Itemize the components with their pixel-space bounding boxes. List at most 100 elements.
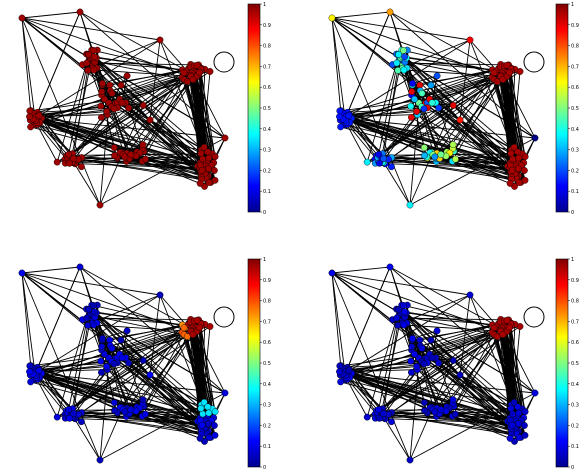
edge — [214, 137, 226, 157]
colorbar-tick-label: 0.4 — [571, 127, 579, 133]
colorbar-tick-label: 0 — [263, 465, 266, 470]
edge — [345, 72, 504, 120]
node — [466, 36, 474, 44]
node — [376, 414, 383, 422]
edge — [331, 17, 536, 139]
node — [515, 179, 523, 186]
edge — [68, 325, 195, 410]
colorbar-tick-label: 1 — [571, 257, 574, 263]
node — [400, 302, 407, 309]
edge — [343, 117, 536, 139]
node — [195, 69, 203, 76]
node — [515, 434, 523, 441]
edge — [117, 102, 209, 153]
node — [428, 354, 436, 362]
edge — [331, 17, 347, 125]
edge — [93, 60, 185, 81]
node — [189, 76, 197, 83]
node — [189, 331, 197, 338]
edge — [378, 325, 505, 410]
node — [456, 371, 464, 379]
node — [437, 151, 445, 158]
edge — [344, 120, 383, 155]
edge — [524, 137, 536, 157]
node — [221, 134, 229, 142]
node — [406, 201, 414, 209]
node — [139, 141, 147, 149]
node — [91, 53, 99, 61]
node — [65, 406, 73, 413]
colorbar-tick-label: 0.8 — [263, 44, 271, 50]
edge — [21, 272, 226, 394]
node — [53, 413, 61, 421]
edges — [21, 266, 226, 461]
node — [205, 179, 213, 186]
node — [118, 99, 126, 107]
edge — [21, 17, 37, 125]
edge — [72, 413, 207, 434]
node — [408, 369, 415, 376]
node — [421, 152, 428, 159]
node — [394, 67, 402, 74]
colorbar-tick-label: 0 — [571, 210, 574, 216]
edge — [149, 374, 203, 415]
colorbar-tick-label: 0.6 — [571, 340, 579, 346]
node — [514, 420, 522, 428]
graph-panel-1 — [18, 8, 235, 209]
node — [408, 114, 415, 121]
edge — [374, 107, 439, 160]
node — [141, 155, 149, 163]
node — [466, 291, 474, 299]
edge — [401, 313, 428, 413]
edge — [68, 70, 195, 155]
edge — [35, 72, 194, 120]
edge — [21, 17, 161, 41]
colorbar-tick-label: 0.8 — [571, 44, 579, 50]
colorbar-tick-label: 0.4 — [263, 382, 271, 388]
node — [420, 399, 428, 407]
node — [156, 291, 164, 299]
node — [427, 81, 435, 89]
edge — [196, 76, 199, 167]
node — [336, 368, 343, 376]
edge — [343, 372, 435, 413]
node — [221, 389, 229, 397]
node — [393, 59, 401, 67]
colorbar-tick-label: 0.5 — [571, 361, 579, 367]
edge — [72, 158, 207, 179]
node — [193, 61, 201, 69]
colorbar-tick-label: 0.6 — [571, 85, 579, 91]
node — [108, 344, 116, 352]
node — [139, 396, 147, 404]
edge — [35, 327, 194, 375]
node — [428, 99, 436, 107]
node — [98, 369, 105, 376]
edge — [344, 375, 383, 410]
node — [499, 331, 507, 338]
node — [411, 95, 418, 103]
edge — [93, 315, 185, 336]
highlight-circle — [213, 306, 235, 328]
node — [449, 357, 457, 364]
node — [200, 398, 208, 406]
node — [96, 456, 104, 464]
node — [123, 72, 131, 80]
colorbar-3: 0 0.1 0.2 0.3 0.4 0.5 0.6 0.7 0.8 0.9 1 — [247, 257, 271, 470]
graph-panel-4 — [328, 263, 545, 464]
node — [363, 158, 371, 166]
nodes — [18, 263, 229, 464]
node — [515, 154, 523, 162]
edge — [377, 317, 399, 412]
edge — [21, 17, 32, 111]
edge — [343, 372, 536, 394]
node — [394, 322, 402, 329]
colorbar-tick-label: 0.2 — [571, 168, 579, 174]
edge — [32, 118, 207, 179]
node — [125, 359, 133, 367]
node — [521, 408, 529, 416]
node — [196, 179, 204, 187]
node — [505, 69, 513, 76]
node — [328, 269, 336, 277]
edge — [35, 39, 161, 119]
node — [78, 163, 85, 171]
